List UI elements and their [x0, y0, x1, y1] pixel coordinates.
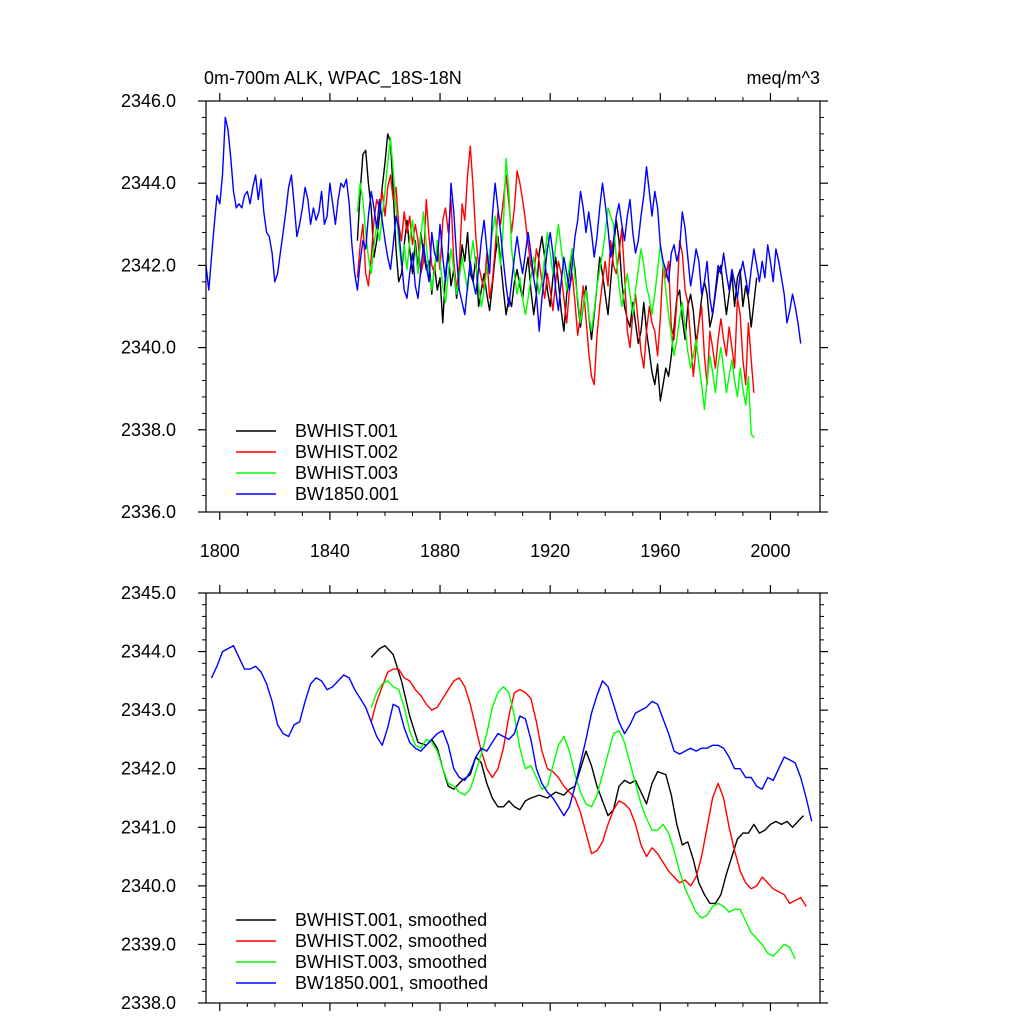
top-panel: 0m-700m ALK, WPAC_18S-18N meq/m^3 2336.0… [121, 68, 828, 561]
top-title-right: meq/m^3 [747, 68, 820, 88]
y-tick-label: 2342.0 [121, 759, 176, 779]
y-tick-label: 2339.0 [121, 934, 176, 954]
x-tick-label: 1960 [640, 541, 680, 561]
series-line-bw1850-001 [205, 116, 802, 344]
plot-frame [205, 100, 821, 513]
y-tick-label: 2344.0 [121, 642, 176, 662]
y-tick-label: 2345.0 [121, 583, 176, 603]
y-tick-label: 2342.0 [121, 255, 176, 275]
legend-entry: BW1850.001 [295, 484, 399, 504]
bottom-panel: 2338.0 2339.0 2340.0 2341.0 2342.0 2343.0 2344… [121, 583, 828, 1013]
series-line-bwhist-003 [356, 137, 755, 439]
legend-entry: BWHIST.002 [295, 442, 398, 462]
y-tick-label: 2338.0 [121, 420, 176, 440]
y-tick-label: 2341.0 [121, 817, 176, 837]
legend-entry: BWHIST.001, smoothed [295, 910, 487, 930]
series-line-bwhist-003-smoothed [370, 680, 796, 960]
series-line-bwhist-002-smoothed [370, 668, 807, 907]
series-line-bwhist-001-smoothed [370, 645, 805, 905]
legend-entry: BWHIST.003, smoothed [295, 952, 487, 972]
y-tick-label: 2343.0 [121, 700, 176, 720]
x-tick-label: 1800 [200, 541, 240, 561]
x-tick-label: 2000 [750, 541, 790, 561]
y-tick-label: 2340.0 [121, 876, 176, 896]
legend-entry: BW1850.001, smoothed [295, 973, 488, 993]
legend-entry: BWHIST.003 [295, 463, 398, 483]
series-line-bw1850-001-smoothed [210, 645, 813, 822]
y-tick-label: 2338.0 [121, 993, 176, 1013]
legend-entry: BWHIST.002, smoothed [295, 931, 487, 951]
y-tick-label: 2346.0 [121, 91, 176, 111]
legend-entry: BWHIST.001 [295, 421, 398, 441]
y-tick-label: 2336.0 [121, 502, 176, 522]
x-tick-label: 1920 [530, 541, 570, 561]
y-tick-label: 2344.0 [121, 173, 176, 193]
x-tick-label: 1880 [420, 541, 460, 561]
top-title-left: 0m-700m ALK, WPAC_18S-18N [204, 68, 462, 89]
x-tick-label: 1840 [310, 541, 350, 561]
y-tick-label: 2340.0 [121, 338, 176, 358]
plot-frame [205, 592, 821, 1004]
